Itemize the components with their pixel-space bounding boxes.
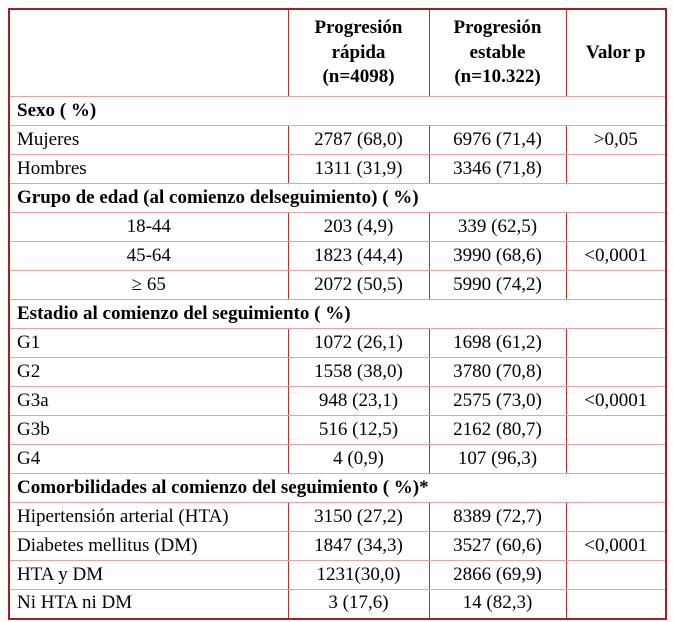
header-line: estable <box>469 41 526 63</box>
rapida-value-cell: 948 (23,1) <box>287 386 430 416</box>
pvalue-cell <box>565 589 667 619</box>
section-row: Comorbilidades al comienzo del seguimien… <box>8 473 667 503</box>
section-row: Estadio al comienzo del seguimiento ( %) <box>8 299 667 329</box>
row-label-cell: Mujeres <box>8 125 289 155</box>
estable-value-cell: 2575 (73,0) <box>428 386 567 416</box>
section-label: Grupo de edad (al comienzo delseguimient… <box>8 183 667 213</box>
row-label-cell: Ni HTA ni DM <box>8 589 289 619</box>
row-label-cell: G3a <box>8 386 289 416</box>
section-label: Sexo ( %) <box>8 96 667 126</box>
table-header: Progresión rápida (n=4098) Progresión establ… <box>8 8 667 97</box>
pvalue-cell <box>565 154 667 184</box>
estable-value-cell: 14 (82,3) <box>428 589 567 619</box>
table-row: 18-44 203 (4,9) 339 (62,5) <box>8 212 667 242</box>
row-label-cell: G4 <box>8 444 289 474</box>
header-line: Progresión <box>314 16 403 38</box>
section-row: Sexo ( %) <box>8 96 667 126</box>
estable-value-cell: 3990 (68,6) <box>428 241 567 271</box>
table-row: G4 4 (0,9) 107 (96,3) <box>8 444 667 474</box>
row-label-cell: 45-64 <box>8 241 289 271</box>
table-row: G3b 516 (12,5) 2162 (80,7) <box>8 415 667 445</box>
rapida-value-cell: 3150 (27,2) <box>287 502 430 532</box>
pvalue-cell: <0,0001 <box>565 386 667 416</box>
column-header-progresion-estable: Progresión estable (n=10.322) <box>428 8 567 97</box>
table-row: Mujeres 2787 (68,0) 6976 (71,4) >0,05 <box>8 125 667 155</box>
rapida-value-cell: 1311 (31,9) <box>287 154 430 184</box>
rapida-value-cell: 1847 (34,3) <box>287 531 430 561</box>
row-label-cell: Hipertensión arterial (HTA) <box>8 502 289 532</box>
column-header-progresion-rapida: Progresión rápida (n=4098) <box>287 8 430 97</box>
pvalue-cell <box>565 270 667 300</box>
row-label-cell: 18-44 <box>8 212 289 242</box>
rapida-value-cell: 1558 (38,0) <box>287 357 430 387</box>
table-row: Hipertensión arterial (HTA) 3150 (27,2) 83… <box>8 502 667 532</box>
estable-value-cell: 8389 (72,7) <box>428 502 567 532</box>
rapida-value-cell: 2072 (50,5) <box>287 270 430 300</box>
row-label-cell: G3b <box>8 415 289 445</box>
estable-value-cell: 2866 (69,9) <box>428 560 567 590</box>
pvalue-cell: <0,0001 <box>565 241 667 271</box>
pvalue-cell <box>565 444 667 474</box>
rapida-value-cell: 2787 (68,0) <box>287 125 430 155</box>
row-label-cell: HTA y DM <box>8 560 289 590</box>
estable-value-cell: 6976 (71,4) <box>428 125 567 155</box>
rapida-value-cell: 1823 (44,4) <box>287 241 430 271</box>
column-header-valor-p: Valor p <box>565 8 667 97</box>
section-label: Comorbilidades al comienzo del seguimien… <box>8 473 667 503</box>
estable-value-cell: 107 (96,3) <box>428 444 567 474</box>
table-row: G2 1558 (38,0) 3780 (70,8) <box>8 357 667 387</box>
row-label-cell: ≥ 65 <box>8 270 289 300</box>
row-label-cell: G2 <box>8 357 289 387</box>
estable-value-cell: 3780 (70,8) <box>428 357 567 387</box>
rapida-value-cell: 1072 (26,1) <box>287 328 430 358</box>
pvalue-cell <box>565 415 667 445</box>
table-row: 45-64 1823 (44,4) 3990 (68,6) <0,0001 <box>8 241 667 271</box>
table-row: Hombres 1311 (31,9) 3346 (71,8) <box>8 154 667 184</box>
table-row: ≥ 65 2072 (50,5) 5990 (74,2) <box>8 270 667 300</box>
section-label: Estadio al comienzo del seguimiento ( %) <box>8 299 667 329</box>
column-header-variable <box>8 8 289 97</box>
table-row: Diabetes mellitus (DM) 1847 (34,3) 3527 (6… <box>8 531 667 561</box>
estable-value-cell: 339 (62,5) <box>428 212 567 242</box>
pvalue-cell <box>565 328 667 358</box>
header-line: Valor p <box>585 41 646 63</box>
table-row: G1 1072 (26,1) 1698 (61,2) <box>8 328 667 358</box>
rapida-value-cell: 1231(30,0) <box>287 560 430 590</box>
rapida-value-cell: 203 (4,9) <box>287 212 430 242</box>
rapida-value-cell: 516 (12,5) <box>287 415 430 445</box>
header-row: Progresión rápida (n=4098) Progresión establ… <box>8 8 667 97</box>
pvalue-cell <box>565 357 667 387</box>
header-line: rápida <box>331 41 386 63</box>
rapida-value-cell: 3 (17,6) <box>287 589 430 619</box>
section-row: Grupo de edad (al comienzo delseguimient… <box>8 183 667 213</box>
table-body: Sexo ( %) Mujeres 2787 (68,0) 6976 (71,4) >0… <box>8 96 667 619</box>
estable-value-cell: 3346 (71,8) <box>428 154 567 184</box>
table-row: Ni HTA ni DM 3 (17,6) 14 (82,3) <box>8 589 667 619</box>
pvalue-cell <box>565 502 667 532</box>
table-row: HTA y DM 1231(30,0) 2866 (69,9) <box>8 560 667 590</box>
estable-value-cell: 1698 (61,2) <box>428 328 567 358</box>
pvalue-cell <box>565 560 667 590</box>
header-line: (n=10.322) <box>454 66 541 88</box>
estable-value-cell: 3527 (60,6) <box>428 531 567 561</box>
pvalue-cell <box>565 212 667 242</box>
pvalue-cell: >0,05 <box>565 125 667 155</box>
rapida-value-cell: 4 (0,9) <box>287 444 430 474</box>
pvalue-cell: <0,0001 <box>565 531 667 561</box>
estable-value-cell: 2162 (80,7) <box>428 415 567 445</box>
row-label-cell: Hombres <box>8 154 289 184</box>
table-row: G3a 948 (23,1) 2575 (73,0) <0,0001 <box>8 386 667 416</box>
header-line: (n=4098) <box>322 66 395 88</box>
header-line: Progresión <box>453 16 542 38</box>
estable-value-cell: 5990 (74,2) <box>428 270 567 300</box>
statistics-table: Progresión rápida (n=4098) Progresión establ… <box>8 8 667 620</box>
row-label-cell: Diabetes mellitus (DM) <box>8 531 289 561</box>
row-label-cell: G1 <box>8 328 289 358</box>
